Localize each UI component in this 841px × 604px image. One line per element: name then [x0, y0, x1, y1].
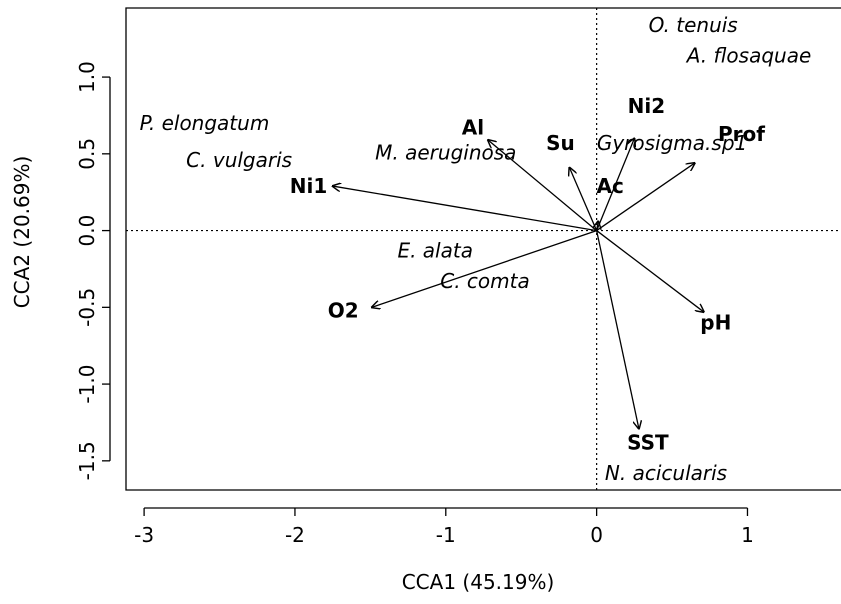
x-tick-label: 1	[741, 523, 754, 547]
vector-arrow	[595, 230, 639, 429]
x-tick-label: 0	[590, 523, 603, 547]
environment-vectors: Al Su Ac Ni2 Prof Ni1 O2 pH SST	[290, 94, 765, 454]
x-tick-label: -2	[285, 523, 305, 547]
species-label: P. elongatum	[140, 111, 270, 135]
species-label: C. vulgaris	[186, 148, 292, 172]
plot-frame	[125, 7, 841, 491]
species-label: O. tenuis	[649, 13, 738, 37]
vector-arrow	[569, 168, 598, 231]
vector-arrow	[596, 230, 704, 312]
plot-border	[125, 7, 841, 491]
vector-label: pH	[700, 311, 731, 335]
y-tick-label: 0.5	[75, 138, 99, 170]
x-tick-label: -3	[134, 523, 154, 547]
vector-arrow	[488, 140, 598, 232]
vector-label: Ni1	[290, 174, 328, 198]
y-tick-label: 0.0	[75, 215, 99, 247]
vector-label: Su	[546, 131, 575, 155]
vector-label: O2	[328, 298, 359, 322]
species-label: C. comta	[440, 269, 530, 293]
y-axis-title: CCA2 (20.69%)	[10, 156, 34, 309]
species-label: N. acicularis	[605, 461, 727, 485]
y-tick-label: -1.0	[75, 365, 99, 404]
axis-titles: CCA1 (45.19%) CCA2 (20.69%)	[10, 156, 554, 594]
species-label: M. aeruginosa	[375, 140, 516, 164]
vector-label: Prof	[718, 122, 765, 146]
axes: -3 -2 -1 0 1 -1.5 -1.0 -0.5 0.0 0.5 1.0	[75, 61, 754, 547]
vector-label: Ni2	[628, 94, 666, 118]
x-axis-title: CCA1 (45.19%)	[402, 570, 555, 594]
vector-label: Ac	[597, 174, 624, 198]
species-labels: O. tenuis A. flosaquae P. elongatum C. vulg…	[140, 13, 812, 485]
y-tick-label: -1.5	[75, 441, 99, 480]
y-tick-label: -0.5	[75, 288, 99, 327]
y-tick-label: 1.0	[75, 61, 99, 93]
reference-lines	[126, 8, 841, 490]
vector-arrow	[372, 229, 597, 308]
species-label: E. alata	[397, 239, 473, 263]
vector-label: SST	[627, 430, 669, 454]
vector-label: Al	[462, 116, 484, 140]
x-tick-label: -1	[436, 523, 456, 547]
species-label: Gyrosigma.sp1	[597, 131, 747, 155]
vector-arrow	[596, 138, 635, 231]
vector-arrow	[596, 163, 695, 232]
species-label: A. flosaquae	[685, 44, 812, 68]
vector-arrow	[333, 186, 597, 232]
